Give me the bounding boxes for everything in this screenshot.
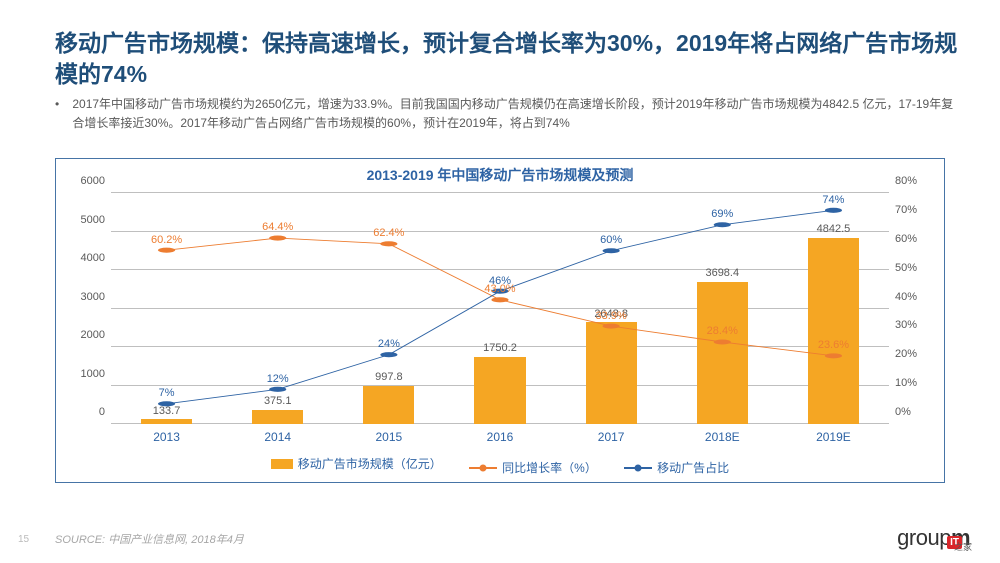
swatch-bar-icon — [271, 459, 293, 469]
line-value-label: 60.2% — [151, 234, 182, 246]
line-value-label: 64.4% — [262, 221, 293, 233]
x-label: 2018E — [705, 424, 740, 444]
swatch-line1-icon — [469, 467, 497, 469]
line-value-label: 62.4% — [373, 227, 404, 239]
y-right-label: 80% — [889, 175, 917, 187]
x-label: 2019E — [816, 424, 851, 444]
y-right-label: 10% — [889, 377, 917, 389]
x-label: 2015 — [375, 424, 402, 444]
line-value-label: 69% — [711, 208, 733, 220]
subtitle-block: • 2017年中国移动广告市场规模约为2650亿元，增速为33.9%。目前我国国… — [55, 95, 960, 132]
legend: 移动广告市场规模（亿元） 同比增长率（%） 移动广告占比 — [56, 455, 944, 476]
y-left-label: 5000 — [81, 214, 111, 226]
legend-growth-label: 同比增长率（%） — [502, 459, 597, 476]
subtitle-text: 2017年中国移动广告市场规模约为2650亿元，增速为33.9%。目前我国国内移… — [72, 95, 957, 132]
plot-area: 01000200030004000500060000%10%20%30%40%5… — [111, 193, 889, 424]
page-title: 移动广告市场规模：保持高速增长，预计复合增长率为30%，2019年将占网络广告市… — [55, 28, 960, 90]
legend-bars: 移动广告市场规模（亿元） — [271, 455, 442, 472]
y-right-label: 50% — [889, 262, 917, 274]
y-right-label: 70% — [889, 204, 917, 216]
chart-container: 2013-2019 年中国移动广告市场规模及预测 010002000300040… — [55, 158, 945, 483]
y-left-label: 1000 — [81, 368, 111, 380]
page-number: 15 — [18, 534, 29, 545]
source-prefix: SOURCE: — [55, 534, 108, 546]
x-label: 2017 — [598, 424, 625, 444]
bullet-icon: • — [55, 95, 69, 114]
y-left-label: 0 — [99, 406, 111, 418]
x-label: 2014 — [264, 424, 291, 444]
y-right-label: 20% — [889, 348, 917, 360]
y-left-label: 3000 — [81, 291, 111, 303]
source-line: SOURCE: 中国产业信息网, 2018年4月 — [55, 531, 244, 547]
y-left-label: 2000 — [81, 329, 111, 341]
swatch-line2-icon — [624, 467, 652, 469]
y-right-label: 0% — [889, 406, 911, 418]
y-left-label: 6000 — [81, 175, 111, 187]
y-left-label: 4000 — [81, 252, 111, 264]
x-label: 2016 — [487, 424, 514, 444]
legend-share-label: 移动广告占比 — [657, 459, 729, 476]
lines-svg — [111, 193, 889, 424]
source-text: 中国产业信息网, 2018年4月 — [108, 534, 244, 546]
line-value-label: 74% — [822, 194, 844, 206]
chart-title: 2013-2019 年中国移动广告市场规模及预测 — [56, 159, 944, 185]
x-label: 2013 — [153, 424, 180, 444]
legend-share: 移动广告占比 — [624, 459, 729, 476]
line-value-label: 23.6% — [818, 339, 849, 351]
line-value-label: 7% — [159, 387, 175, 399]
y-right-label: 30% — [889, 319, 917, 331]
ithome-sub: 之家 — [954, 540, 972, 553]
line-value-label: 33.9% — [596, 310, 627, 322]
line-value-label: 60% — [600, 234, 622, 246]
line-value-label: 28.4% — [707, 325, 738, 337]
line-value-label: 46% — [489, 275, 511, 287]
legend-growth: 同比增长率（%） — [469, 459, 597, 476]
line-value-label: 24% — [378, 338, 400, 350]
y-right-label: 40% — [889, 291, 917, 303]
legend-bars-label: 移动广告市场规模（亿元） — [298, 455, 442, 472]
line-value-label: 12% — [267, 373, 289, 385]
y-right-label: 60% — [889, 233, 917, 245]
